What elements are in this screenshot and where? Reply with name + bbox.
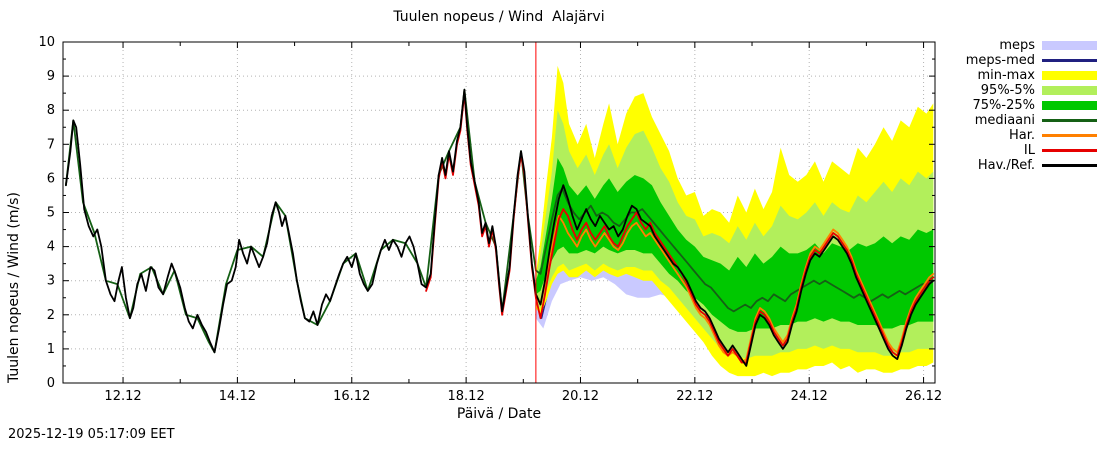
y-tick-label: 0 <box>47 376 55 391</box>
legend-label-hav-ref: Hav./Ref. <box>977 158 1035 173</box>
y-axis-label: Tuulen nopeus / Wind (m/s) <box>6 192 22 383</box>
legend-item-mediaani: mediaani <box>966 113 1097 128</box>
x-tick-label: 16.12 <box>333 389 370 404</box>
legend-item-il: IL <box>966 143 1097 158</box>
line-hav <box>65 88 935 367</box>
x-axis-label: Päivä / Date <box>456 406 542 422</box>
legend-band-swatch-p95-5 <box>1042 86 1097 95</box>
legend: meps meps-med min-max 95%-5% 75%-25% mediaani… <box>966 38 1097 173</box>
legend-item-p95-5: 95%-5% <box>966 83 1097 98</box>
legend-line-swatch-il <box>1042 149 1097 152</box>
y-tick-label: 9 <box>47 69 55 84</box>
legend-line-swatch-hav-ref <box>1042 164 1097 167</box>
band-p75 <box>535 157 934 332</box>
legend-label-p95-5: 95%-5% <box>980 83 1035 98</box>
legend-label-meps: meps <box>999 38 1035 53</box>
y-tick-label: 5 <box>47 206 55 221</box>
y-tick-label: 10 <box>38 35 55 50</box>
y-tick-label: 8 <box>47 103 55 118</box>
x-tick-label: 20.12 <box>562 389 599 404</box>
legend-band-swatch-p75-25 <box>1042 101 1097 110</box>
legend-line-swatch-meps-med <box>1042 59 1097 62</box>
series-layers <box>65 65 935 377</box>
legend-band-swatch-meps <box>1042 41 1097 50</box>
tick-labels: 12.12 14.12 16.12 18.12 20.12 22.12 24.12 26.12… <box>38 35 942 404</box>
y-tick-label: 1 <box>47 342 55 357</box>
generation-timestamp: 2025-12-19 05:17:09 EET <box>8 427 175 442</box>
x-tick-label: 14.12 <box>219 389 256 404</box>
legend-item-p75-25: 75%-25% <box>966 98 1097 113</box>
y-tick-label: 6 <box>47 171 55 186</box>
legend-label-mediaani: mediaani <box>974 113 1035 128</box>
y-tick-label: 3 <box>47 274 55 289</box>
legend-label-meps-med: meps-med <box>965 53 1035 68</box>
y-tick-label: 4 <box>47 240 55 255</box>
legend-line-swatch-mediaani <box>1042 119 1097 122</box>
legend-item-min-max: min-max <box>966 68 1097 83</box>
axes-ticks <box>63 41 935 384</box>
x-tick-label: 26.12 <box>905 389 942 404</box>
legend-label-p75-25: 75%-25% <box>972 98 1035 113</box>
x-tick-label: 22.12 <box>676 389 713 404</box>
legend-band-swatch-min-max <box>1042 71 1097 80</box>
y-tick-label: 7 <box>47 137 55 152</box>
legend-label-har: Har. <box>1008 128 1035 143</box>
legend-label-il: IL <box>1023 143 1035 158</box>
legend-item-meps-med: meps-med <box>966 53 1097 68</box>
x-tick-label: 24.12 <box>791 389 828 404</box>
x-tick-label: 12.12 <box>104 389 141 404</box>
legend-label-min-max: min-max <box>977 68 1035 83</box>
chart-title: Tuulen nopeus / Wind Alajärvi <box>393 9 605 25</box>
legend-item-har: Har. <box>966 128 1097 143</box>
line-har <box>535 214 935 364</box>
legend-item-meps: meps <box>966 38 1097 53</box>
y-tick-label: 2 <box>47 308 55 323</box>
legend-line-swatch-har <box>1042 134 1097 137</box>
legend-item-hav-ref: Hav./Ref. <box>966 158 1097 173</box>
x-tick-label: 18.12 <box>448 389 485 404</box>
